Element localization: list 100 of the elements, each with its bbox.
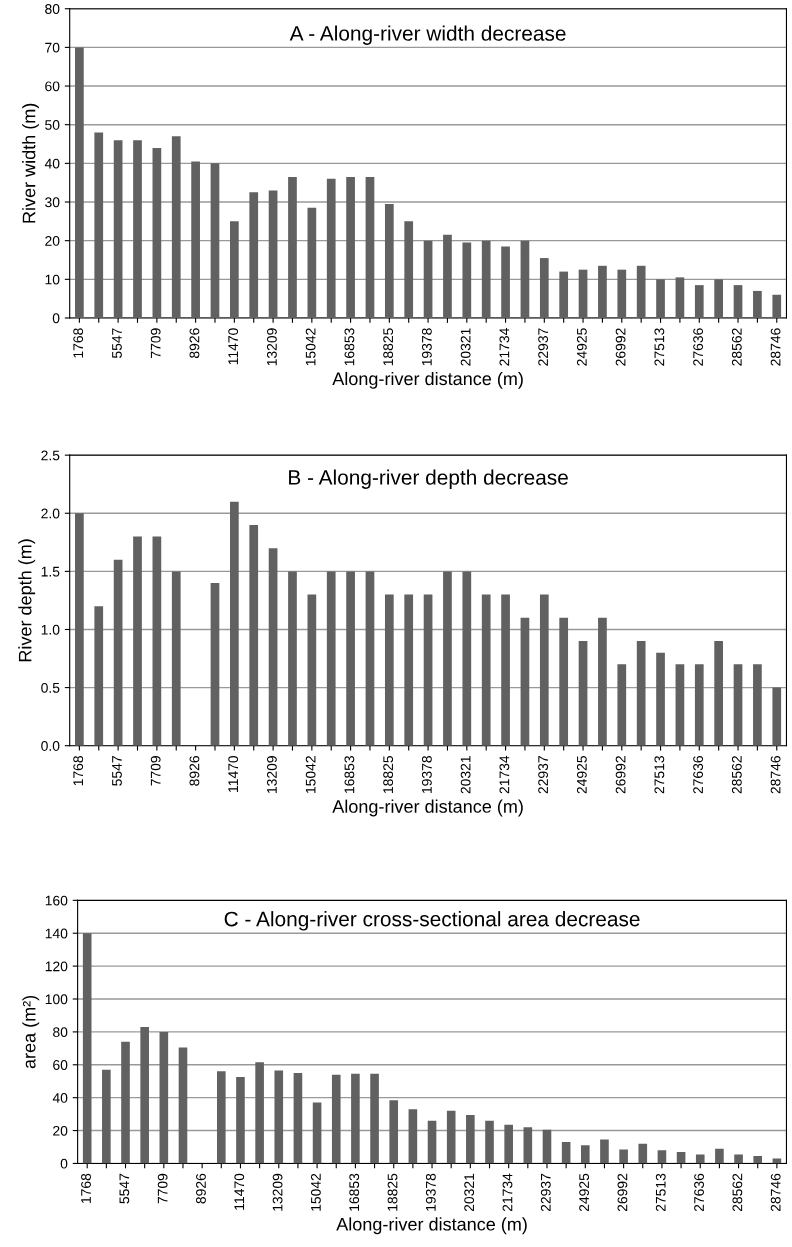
bar [559, 271, 569, 318]
y-tick-label: 60 [45, 81, 60, 92]
x-tick-label: 27636 [693, 756, 704, 794]
x-tick-label: 13209 [272, 1173, 283, 1211]
bar [443, 234, 452, 318]
x-axis-title: Along-river distance (m) [332, 799, 523, 817]
bar [75, 513, 84, 746]
x-tick-label: 8926 [189, 328, 200, 358]
bar [694, 664, 704, 746]
x-tick-label: 19378 [421, 756, 432, 793]
y-tick-label: 20 [45, 236, 60, 246]
y-tick-label: 120 [45, 961, 68, 972]
x-tick-label: 28746 [770, 1173, 781, 1212]
bar [559, 617, 569, 746]
x-tick-label: 27513 [655, 1173, 666, 1212]
bar [249, 192, 259, 318]
x-tick-label: 7709 [150, 328, 161, 358]
y-tick-label: 80 [53, 1027, 68, 1038]
bar [230, 221, 239, 318]
y-tick-label: 70 [45, 42, 60, 53]
bar [695, 1154, 705, 1164]
bar [598, 617, 607, 746]
bar [657, 1150, 667, 1164]
x-tick-label: 7709 [157, 1173, 168, 1204]
bar [365, 571, 375, 746]
bar [171, 571, 181, 746]
bar [539, 258, 549, 318]
bar [121, 1041, 130, 1164]
bar [210, 163, 220, 318]
x-tick-label: 24925 [576, 756, 587, 794]
bar [675, 277, 685, 318]
x-axis-title: Along-river distance (m) [336, 1217, 527, 1235]
x-tick-label: 1768 [73, 756, 84, 786]
x-tick-label: 20321 [464, 1173, 475, 1212]
x-tick-label: 16853 [344, 328, 355, 366]
x-tick-label: 18825 [387, 1173, 398, 1211]
x-tick-label: 15042 [305, 756, 316, 793]
x-tick-label: 7709 [150, 756, 161, 786]
bar [636, 641, 646, 746]
bar [288, 176, 297, 318]
bar [772, 294, 782, 318]
bar [346, 571, 355, 746]
bar [638, 1143, 648, 1164]
y-tick-label: 1.5 [41, 566, 60, 577]
x-tick-label: 15042 [310, 1173, 321, 1211]
x-tick-label: 27513 [654, 328, 665, 366]
x-tick-label: 16853 [344, 756, 355, 793]
x-tick-label: 19378 [425, 1173, 436, 1211]
x-tick-label: 22937 [538, 328, 549, 366]
x-tick-label: 28562 [731, 756, 742, 794]
bar [427, 1120, 437, 1164]
x-tick-label: 11470 [228, 328, 239, 365]
x-tick-label: 28562 [731, 328, 742, 366]
bar [171, 136, 181, 318]
x-tick-label: 26992 [615, 756, 626, 794]
bar [274, 1070, 284, 1164]
bar [578, 269, 588, 318]
bar [619, 1149, 628, 1164]
bar [94, 606, 104, 746]
bar [384, 594, 394, 746]
bar [133, 140, 142, 318]
bar [539, 594, 549, 746]
bar [580, 1145, 590, 1164]
y-tick-label: 2.0 [41, 508, 60, 519]
bar [733, 285, 743, 318]
y-tick-label: 0 [52, 313, 60, 324]
bar [656, 279, 665, 318]
bar [404, 221, 414, 318]
x-tick-label: 28746 [770, 328, 781, 366]
bar [501, 594, 510, 746]
y-tick-label: 80 [45, 4, 60, 14]
x-tick-label: 13209 [266, 328, 277, 366]
bar [82, 933, 92, 1164]
bar [733, 664, 743, 746]
y-tick-label: 100 [45, 994, 68, 1005]
bar [191, 161, 200, 318]
bar [102, 1069, 111, 1164]
x-tick-label: 24925 [579, 1173, 590, 1212]
x-tick-label: 27636 [694, 1173, 704, 1212]
x-tick-label: 5547 [119, 1173, 130, 1204]
bar [268, 190, 278, 318]
bar [249, 524, 259, 746]
bar [312, 1102, 322, 1164]
bar [772, 687, 782, 746]
bar [140, 1026, 149, 1164]
x-tick-label: 27513 [654, 756, 665, 794]
bar [714, 279, 724, 318]
bar [617, 269, 627, 318]
y-tick-label: 30 [45, 197, 60, 208]
x-tick-label: 21734 [502, 1173, 513, 1212]
bar [331, 1074, 341, 1164]
x-tick-label: 13209 [266, 756, 277, 793]
bar [656, 652, 665, 746]
bar [423, 240, 433, 318]
bar [523, 1127, 533, 1164]
x-tick-label: 26992 [615, 328, 626, 366]
bar [753, 1156, 763, 1164]
bar [113, 140, 123, 318]
x-tick-label: 8926 [189, 756, 200, 786]
bar [230, 501, 239, 746]
